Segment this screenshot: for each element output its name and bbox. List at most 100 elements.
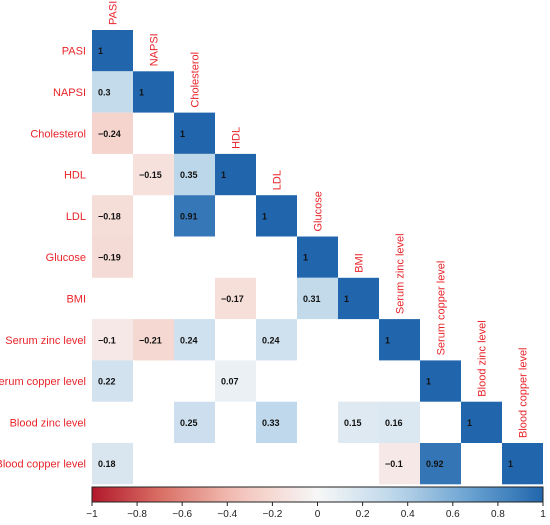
heatmap-cell-glucose-glucose (297, 236, 338, 278)
cell-value-label: −0.18 (98, 211, 121, 221)
heatmap-cell-serum-zinc-level-napsi (133, 319, 174, 361)
cell-value-label: 1 (98, 46, 103, 56)
heatmap-cell-serum-zinc-level-ldl (256, 319, 297, 361)
colorbar-tick-label: 0.4 (401, 509, 415, 520)
cell-value-label: 1 (467, 418, 472, 428)
row-label-pasi: PASI (62, 46, 86, 58)
column-label-blood-copper-level: Blood copper level (518, 347, 530, 438)
column-label-blood-zinc-level: Blood zinc level (477, 320, 489, 396)
heatmap-cell-hdl-hdl (215, 153, 256, 196)
cell-value-label: 0.07 (221, 377, 239, 387)
column-label-serum-zinc-level: Serum zinc level (395, 233, 407, 314)
colorbar-tick-label: −0.8 (127, 509, 147, 520)
row-label-glucose: Glucose (46, 252, 86, 264)
cell-value-label: 1 (180, 129, 185, 139)
cell-value-label: 1 (262, 211, 267, 221)
row-label-napsi: NAPSI (53, 87, 86, 99)
cell-value-label: 1 (426, 377, 431, 387)
colorbar-tick-label: 0.6 (446, 509, 460, 520)
row-label-bmi: BMI (66, 293, 86, 305)
row-labels: PASI NAPSI Cholesterol HDL LDL Glucose BMI Seru… (0, 46, 86, 471)
heatmap-cell-blood-zinc-level-cholesterol (174, 401, 215, 443)
cell-value-label: 1 (344, 294, 349, 304)
cell-value-label: 0.3 (98, 87, 111, 97)
heatmap-cell-hdl-cholesterol (174, 153, 215, 196)
cell-value-label: 0.15 (344, 418, 362, 428)
row-label-serum-zinc-level: Serum zinc level (5, 335, 86, 347)
heatmap-cell-bmi-hdl (215, 277, 256, 320)
heatmap-cell-pasi-pasi (92, 30, 133, 72)
cell-value-label: 0.31 (303, 294, 321, 304)
cell-value-label: 0.33 (262, 418, 280, 428)
cell-value-label: 0.25 (180, 418, 198, 428)
heatmap-cell-ldl-cholesterol (174, 195, 215, 237)
colorbar-tick-label: 0 (315, 509, 321, 520)
cell-value-label: 0.22 (98, 377, 116, 387)
cell-value-label: 0.16 (385, 418, 403, 428)
cell-value-label: 1 (139, 87, 144, 97)
row-label-ldl: LDL (66, 211, 86, 223)
cell-value-label: 1 (303, 253, 308, 263)
heatmap-cell-napsi-napsi (133, 71, 174, 113)
heatmap-cell-blood-copper-level-serum-zinc-level (379, 443, 420, 485)
column-label-glucose: Glucose (313, 191, 325, 231)
colorbar-tick-label: 1 (540, 509, 546, 520)
colorbar-tick-label: −0.2 (263, 509, 283, 520)
heatmap-cell-blood-copper-level-pasi (92, 443, 133, 485)
heatmap-cell-blood-zinc-level-ldl (256, 401, 297, 443)
heatmap-cell-serum-copper-level-serum-copper-level (420, 360, 461, 402)
cell-value-label: 1 (508, 459, 513, 469)
row-label-hdl: HDL (64, 170, 86, 182)
heatmap-cell-serum-copper-level-pasi (92, 360, 133, 402)
heatmap-cell-serum-zinc-level-serum-zinc-level (379, 319, 420, 361)
heatmap-cells (92, 30, 543, 485)
heatmap-cell-hdl-napsi (133, 153, 174, 196)
cell-value-label: 0.24 (262, 335, 280, 345)
heatmap-cell-ldl-ldl (256, 195, 297, 237)
heatmap-cell-napsi-pasi (92, 71, 133, 113)
colorbar: −1 −0.8 −0.6 −0.4 −0.2 0 0.2 0.4 0.6 0.8 1 (86, 486, 546, 520)
colorbar-tick-label: −0.6 (172, 509, 192, 520)
cell-value-label: 0.35 (180, 170, 198, 180)
heatmap-cell-ldl-pasi (92, 195, 133, 237)
cell-value-label: 0.91 (180, 211, 198, 221)
colorbar-ticks: −1 −0.8 −0.6 −0.4 −0.2 0 0.2 0.4 0.6 0.8 1 (86, 502, 546, 520)
cell-value-label: −0.15 (139, 170, 162, 180)
column-label-serum-copper-level: Serum copper level (436, 261, 448, 356)
heatmap-cell-glucose-pasi (92, 236, 133, 278)
row-label-blood-zinc-level: Blood zinc level (10, 417, 86, 429)
heatmap-cell-serum-zinc-level-cholesterol (174, 319, 215, 361)
colorbar-tick-label: 0.8 (491, 509, 505, 520)
cell-value-label: −0.19 (98, 253, 121, 263)
column-label-pasi: PASI (108, 1, 120, 25)
heatmap-cell-blood-zinc-level-bmi (338, 401, 379, 443)
cell-value-label: −0.24 (98, 129, 121, 139)
heatmap-cell-blood-zinc-level-blood-zinc-level (461, 401, 502, 443)
heatmap-cell-cholesterol-pasi (92, 112, 133, 154)
column-label-napsi: NAPSI (149, 33, 161, 66)
cell-value-label: 1 (385, 335, 390, 345)
heatmap-cell-blood-copper-level-serum-copper-level (420, 443, 461, 485)
cell-value-label: −0.1 (98, 335, 116, 345)
cell-value-label: 1 (221, 170, 226, 180)
heatmap-cell-values: 10.3 1−0.24 1−0.15 0.35 1−0.18 0.91 1−0.19 1−0.… (98, 46, 513, 469)
colorbar-tick-label: −0.4 (217, 509, 237, 520)
colorbar-tick-label: −1 (86, 509, 98, 520)
column-label-cholesterol: Cholesterol (190, 52, 202, 108)
heatmap-cell-blood-zinc-level-serum-zinc-level (379, 401, 420, 443)
column-label-ldl: LDL (272, 170, 284, 190)
cell-value-label: 0.24 (180, 335, 198, 345)
heatmap-cell-bmi-glucose (297, 277, 338, 320)
column-label-hdl: HDL (231, 127, 243, 149)
row-label-cholesterol: Cholesterol (30, 128, 86, 140)
column-labels: PASI NAPSI Cholesterol HDL LDL Glucose BMI Seru… (108, 1, 530, 438)
colorbar-tick-label: 0.2 (356, 509, 370, 520)
cell-value-label: −0.17 (221, 294, 244, 304)
column-label-bmi: BMI (354, 253, 366, 273)
cell-value-label: 0.92 (426, 459, 444, 469)
heatmap-cell-serum-zinc-level-pasi (92, 319, 133, 361)
cell-value-label: −0.21 (139, 335, 162, 345)
heatmap-cell-serum-copper-level-hdl (215, 360, 256, 402)
cell-value-label: −0.1 (385, 459, 403, 469)
